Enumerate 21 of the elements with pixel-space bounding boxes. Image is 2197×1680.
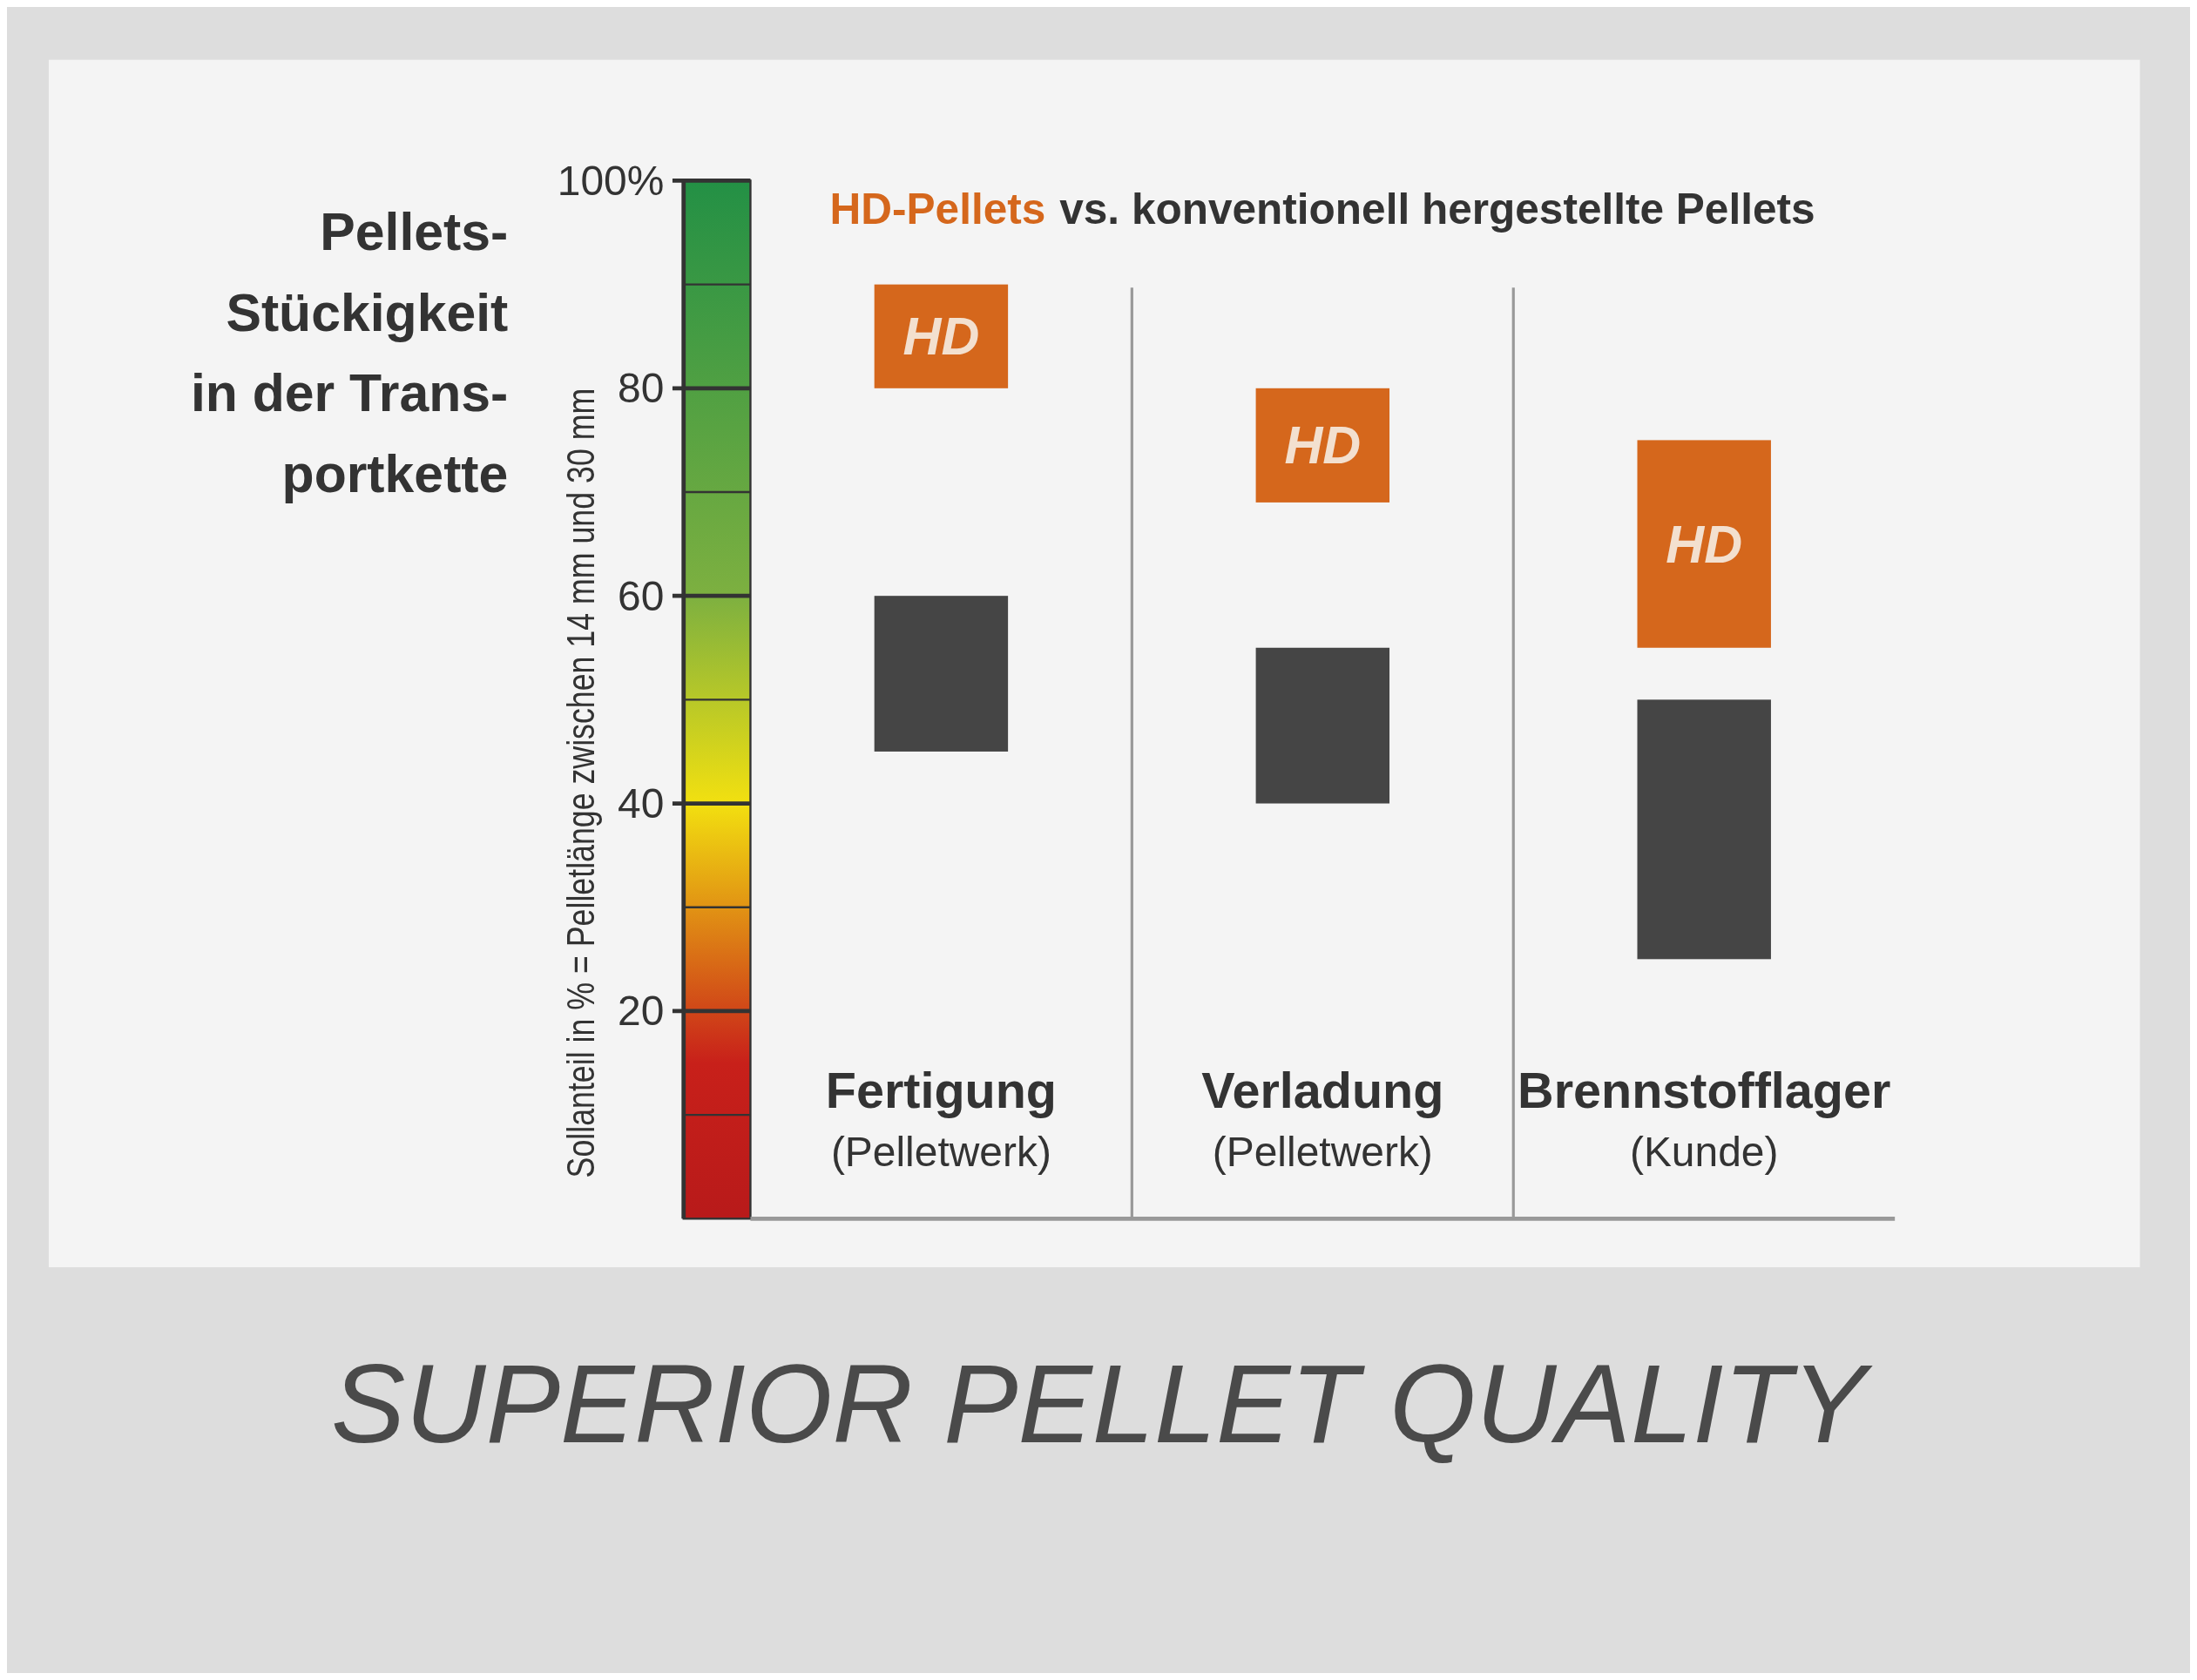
chart-title: vs. konventionell hergestellte Pellets [1059,184,1815,233]
x-tick-label: Verladung (Pelletwerk) [1201,1062,1444,1175]
text: Pellets- Stückigkeit in der Trans- portkette [190,202,509,503]
x-tick-label: Brennstofflager (Kunde) [1518,1062,1891,1175]
bar [1255,647,1390,804]
bar [1637,699,1771,960]
text: SUPERIOR PELLET QUALITY [331,1341,1873,1467]
annotation: HD [1284,415,1362,476]
annotation: HD [902,307,980,367]
y-tick-label: 20 [618,988,665,1035]
y-tick-label: 80 [618,365,665,412]
series-label: HD-Pellets [829,184,1046,233]
y-tick-label: 100% [557,157,665,204]
x-tick-label: Fertigung (Pelletwerk) [825,1062,1057,1175]
annotation: HD [1666,514,1743,574]
bar [1637,440,1771,648]
y-tick-label: 60 [618,572,665,619]
y-tick-label: 40 [618,780,665,827]
y-axis-title: Sollanteil in % = Pelletlänge zwischen 14 mm und 30 mm [558,388,604,1178]
bar [874,596,1009,752]
bar [1255,388,1390,503]
